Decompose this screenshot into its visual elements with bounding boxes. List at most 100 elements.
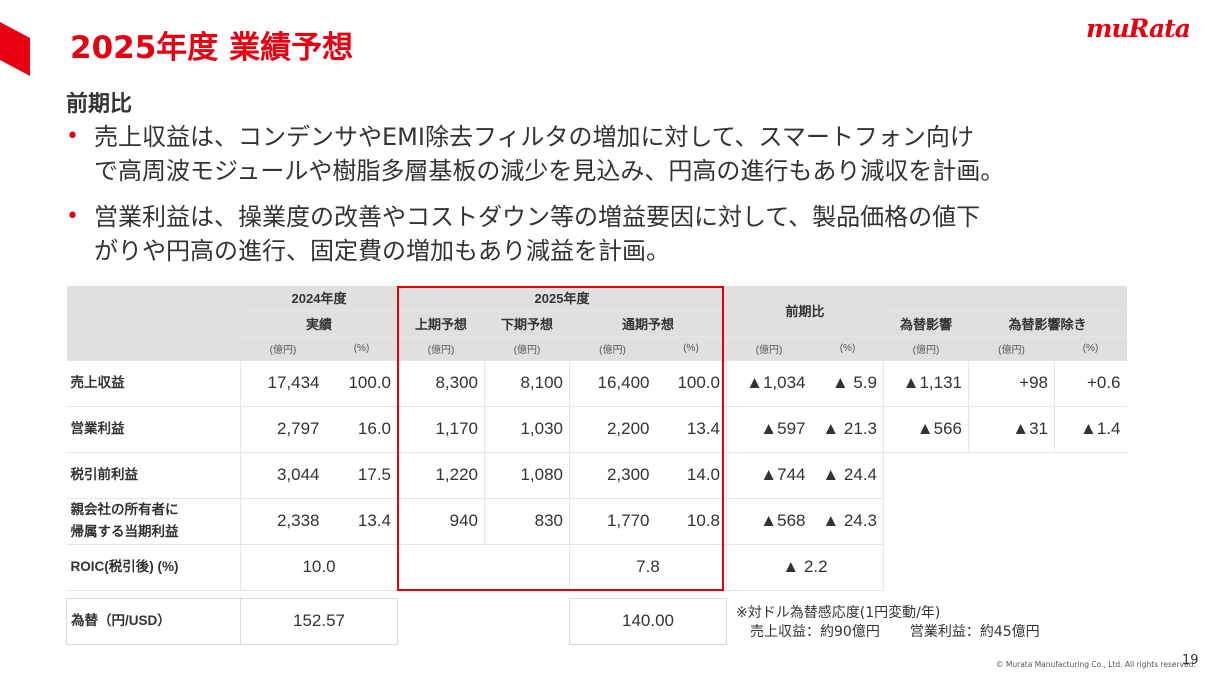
murata-logo: muRata <box>1086 14 1191 43</box>
table-cell: +98 <box>968 360 1055 407</box>
table-cell: 152.57 <box>240 597 398 645</box>
bullet-operating-income: • 営業利益は、操業度の改善やコストダウン等の増益要因に対して、製品価格の値下 … <box>64 200 1154 268</box>
table-cell: 830 <box>484 498 570 545</box>
table-cell: 8,300 <box>397 360 485 407</box>
header-fy2025: 2025年度 <box>397 286 727 311</box>
unit-oku: (億円) <box>569 336 656 361</box>
bullet-text-line: で高周波モジュールや樹脂多層基板の減少を見込み、円高の進行もあり減収を計画。 <box>94 157 1005 185</box>
header-corner <box>66 286 241 361</box>
copyright: © Murata Manufacturing Co., Ltd. All rig… <box>996 660 1196 669</box>
table-row: 税引前利益 3,044 17.5 1,220 1,080 2,300 14.0 … <box>66 452 1127 499</box>
unit-oku: (億円) <box>726 336 812 361</box>
table-cell: ▲568 <box>726 498 812 545</box>
page-title: 2025年度 業績予想 <box>70 30 354 66</box>
table-row: ROIC(税引後) (%) 10.0 7.8 ▲ 2.2 <box>66 544 1127 591</box>
row-label: 親会社の所有者に 帰属する当期利益 <box>66 498 241 545</box>
row-label: 為替（円/USD） <box>66 597 241 645</box>
table-cell: ▲ 2.2 <box>726 544 884 591</box>
table-row: 営業利益 2,797 16.0 1,170 1,030 2,200 13.4 ▲… <box>66 406 1127 453</box>
table-cell: ▲ 24.4 <box>811 452 884 499</box>
bullet-text-line: 売上収益は、コンデンサやEMI除去フィルタの増加に対して、スマートフォン向け <box>94 123 974 151</box>
table-row: 売上収益 17,434 100.0 8,300 8,100 16,400 100… <box>66 360 1127 407</box>
unit-pct: (%) <box>811 336 884 361</box>
table-cell: 1,080 <box>484 452 570 499</box>
table-cell: 10.0 <box>240 544 398 591</box>
page-number: 19 <box>1182 653 1199 668</box>
row-label: 税引前利益 <box>66 452 241 499</box>
header-fx-impact: 為替影響 <box>883 310 969 337</box>
table-cell: ▲744 <box>726 452 812 499</box>
table-cell: 1,170 <box>397 406 485 453</box>
spacer-cell <box>67 590 1127 598</box>
header-yoy: 前期比 <box>726 286 884 337</box>
table-cell: 140.00 <box>569 597 727 645</box>
header-actual: 実績 <box>240 310 398 337</box>
note-line: 売上収益：約90億円 営業利益：約45億円 <box>736 623 1040 642</box>
red-accent-tab <box>0 22 30 76</box>
table-cell: ▲ 21.3 <box>811 406 884 453</box>
header-blank <box>883 286 1127 311</box>
row-label: ROIC(税引後) (%) <box>66 544 241 591</box>
unit-pct: (%) <box>655 336 727 361</box>
table-cell: +0.6 <box>1054 360 1127 407</box>
table-cell: ▲1,034 <box>726 360 812 407</box>
bullet-text-line: 営業利益は、操業度の改善やコストダウン等の増益要因に対して、製品価格の値下 <box>94 203 981 231</box>
header-excluding-fx: 為替影響除き <box>968 310 1127 337</box>
table-cell: 1,030 <box>484 406 570 453</box>
table-cell: 1,770 <box>569 498 656 545</box>
table-cell: 2,797 <box>240 406 326 453</box>
table-cell: 10.8 <box>655 498 727 545</box>
table-cell: ▲566 <box>883 406 969 453</box>
table-row: 親会社の所有者に 帰属する当期利益 2,338 13.4 940 830 1,7… <box>66 498 1127 545</box>
table-cell: ▲ 5.9 <box>811 360 884 407</box>
table-cell: 14.0 <box>655 452 727 499</box>
header-h1-forecast: 上期予想 <box>397 310 485 337</box>
table-cell: 100.0 <box>325 360 398 407</box>
bullet-text-line: がりや円高の進行、固定費の増加もあり減益を計画。 <box>94 237 670 265</box>
table-cell: 8,100 <box>484 360 570 407</box>
table-cell: ▲ 24.3 <box>811 498 884 545</box>
section-heading: 前期比 <box>66 92 133 117</box>
table-cell: 7.8 <box>569 544 727 591</box>
empty-cell <box>397 544 570 591</box>
table-cell: 2,200 <box>569 406 656 453</box>
note-line: ※対ドル為替感応度(1円変動/年) <box>736 605 941 621</box>
table-cell: 16,400 <box>569 360 656 407</box>
table-cell: 17,434 <box>240 360 326 407</box>
unit-oku: (億円) <box>240 336 326 361</box>
empty-cell <box>398 598 570 644</box>
table-cell: 2,338 <box>240 498 326 545</box>
table-cell: ▲31 <box>968 406 1055 453</box>
note-operating-income: 営業利益：約45億円 <box>909 624 1040 640</box>
forecast-table: 2024年度 2025年度 前期比 実績 上期予想 下期予想 通期予想 為替影響… <box>66 286 1127 645</box>
table-cell: 3,044 <box>240 452 326 499</box>
fx-sensitivity-note: ※対ドル為替感応度(1円変動/年) 売上収益：約90億円 営業利益：約45億円 <box>736 604 1040 642</box>
bullet-list: • 売上収益は、コンデンサやEMI除去フィルタの増加に対して、スマートフォン向け… <box>64 120 1154 280</box>
table-cell: ▲1.4 <box>1054 406 1127 453</box>
table-cell: ▲597 <box>726 406 812 453</box>
table-cell: 2,300 <box>569 452 656 499</box>
table-cell: 100.0 <box>655 360 727 407</box>
empty-cell <box>884 544 1127 590</box>
table-cell: 940 <box>397 498 485 545</box>
table-cell: ▲1,131 <box>883 360 969 407</box>
table-cell: 1,220 <box>397 452 485 499</box>
table-cell: 17.5 <box>325 452 398 499</box>
table-spacer <box>67 590 1127 598</box>
row-label-line: 帰属する当期利益 <box>70 524 179 539</box>
unit-pct: (%) <box>325 336 398 361</box>
row-label-line: 親会社の所有者に <box>70 502 179 517</box>
unit-oku: (億円) <box>968 336 1055 361</box>
row-label: 売上収益 <box>66 360 241 407</box>
table-cell: 13.4 <box>655 406 727 453</box>
bullet-revenue: • 売上収益は、コンデンサやEMI除去フィルタの増加に対して、スマートフォン向け… <box>64 120 1154 188</box>
bullet-dot-icon: • <box>66 124 79 149</box>
row-label: 営業利益 <box>66 406 241 453</box>
header-h2-forecast: 下期予想 <box>484 310 570 337</box>
table-cell: 13.4 <box>325 498 398 545</box>
unit-oku: (億円) <box>397 336 485 361</box>
table-cell: 16.0 <box>325 406 398 453</box>
empty-cell <box>884 498 1127 544</box>
unit-oku: (億円) <box>484 336 570 361</box>
bullet-dot-icon: • <box>66 204 79 229</box>
